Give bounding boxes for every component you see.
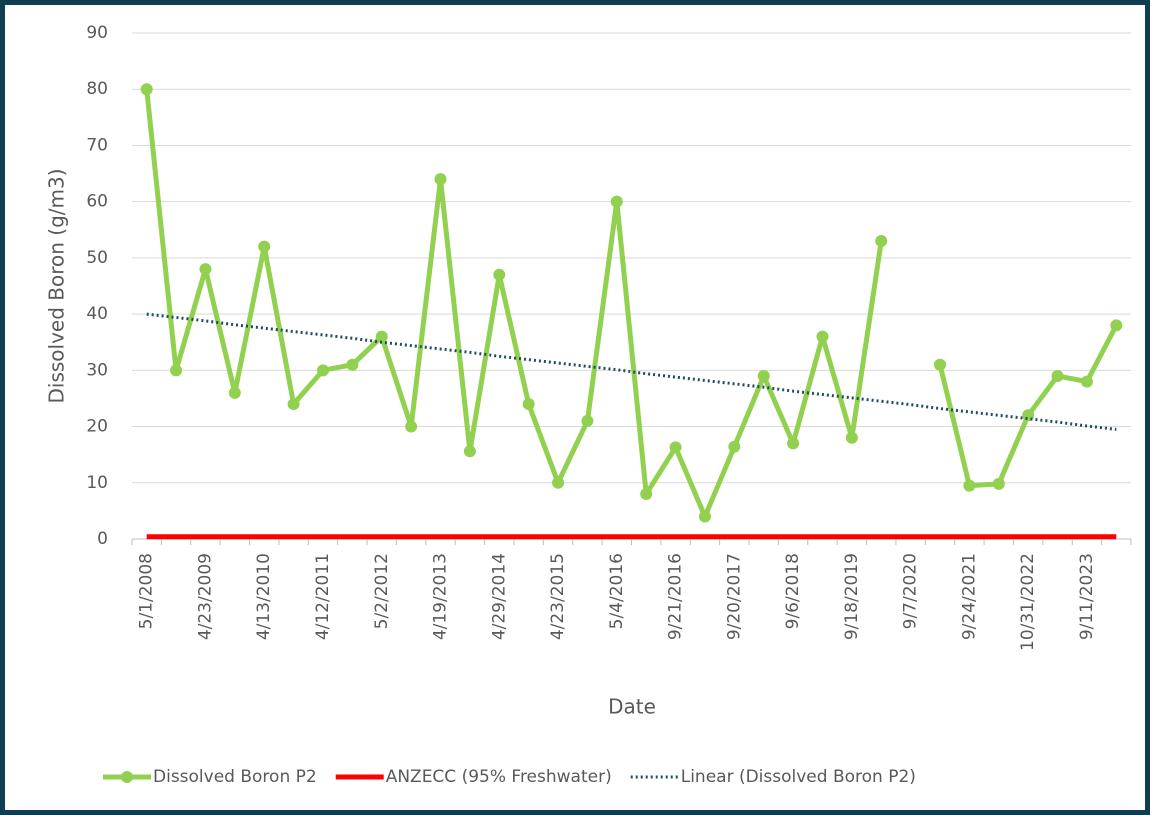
data-point <box>493 268 506 281</box>
x-tick-label: 9/20/2017 <box>724 553 744 640</box>
data-point <box>963 479 976 492</box>
x-tick-label: 4/29/2014 <box>489 553 509 640</box>
y-tick-label: 60 <box>86 192 108 212</box>
data-point <box>228 386 241 399</box>
x-tick-label: 4/23/2009 <box>195 553 215 640</box>
y-tick-label: 70 <box>86 135 108 155</box>
x-tick-label: 4/23/2015 <box>548 553 568 640</box>
x-axis-title: Date <box>608 695 656 719</box>
legend-label: Linear (Dissolved Boron P2) <box>681 767 916 787</box>
data-point <box>463 445 476 458</box>
legend-label: Dissolved Boron P2 <box>153 767 317 787</box>
y-tick-label: 80 <box>86 79 108 99</box>
data-point <box>199 263 212 276</box>
data-point <box>698 510 711 523</box>
y-tick-label: 50 <box>86 248 108 268</box>
y-tick-label: 0 <box>97 529 108 549</box>
data-point <box>287 398 300 411</box>
data-point <box>581 414 594 427</box>
data-point <box>1051 369 1064 382</box>
data-point <box>1080 375 1093 388</box>
data-point <box>816 330 829 343</box>
x-tick-label: 9/7/2020 <box>901 553 921 629</box>
y-tick-label: 40 <box>86 304 108 324</box>
x-tick-label: 9/24/2021 <box>959 553 979 640</box>
x-tick-label: 5/4/2016 <box>607 553 627 629</box>
x-tick-label: 9/18/2019 <box>842 553 862 640</box>
y-tick-label: 10 <box>86 473 108 493</box>
x-tick-label: 9/6/2018 <box>783 553 803 629</box>
legend-marker <box>121 771 133 783</box>
data-point <box>640 488 653 501</box>
data-point <box>170 364 183 377</box>
data-point <box>552 476 565 489</box>
data-point <box>258 240 271 253</box>
data-point <box>375 330 388 343</box>
data-point <box>140 83 153 96</box>
x-tick-label: 5/1/2008 <box>137 553 157 629</box>
data-point <box>405 420 418 433</box>
data-point <box>522 398 535 411</box>
data-point <box>669 441 682 454</box>
data-point <box>316 364 329 377</box>
x-tick-label: 10/31/2022 <box>1018 553 1038 651</box>
x-tick-label: 4/12/2011 <box>313 553 333 640</box>
data-point <box>934 358 947 371</box>
data-point <box>434 173 447 186</box>
data-point <box>992 477 1005 490</box>
y-axis-title: Dissolved Boron (g/m3) <box>45 168 69 403</box>
data-point <box>1110 319 1123 332</box>
y-tick-label: 30 <box>86 360 108 380</box>
x-tick-label: 9/21/2016 <box>666 553 686 640</box>
x-tick-label: 5/2/2012 <box>372 553 392 629</box>
data-point <box>787 437 800 450</box>
data-point <box>845 431 858 444</box>
x-tick-label: 9/11/2023 <box>1077 553 1097 640</box>
x-tick-label: 4/13/2010 <box>254 553 274 640</box>
data-point <box>346 358 359 371</box>
legend-label: ANZECC (95% Freshwater) <box>386 767 612 787</box>
x-tick-label: 4/19/2013 <box>431 553 451 640</box>
data-point <box>610 195 623 208</box>
y-tick-label: 20 <box>86 417 108 437</box>
data-point <box>728 440 741 453</box>
data-point <box>875 235 888 248</box>
y-tick-label: 90 <box>86 23 108 43</box>
data-point <box>757 369 770 382</box>
